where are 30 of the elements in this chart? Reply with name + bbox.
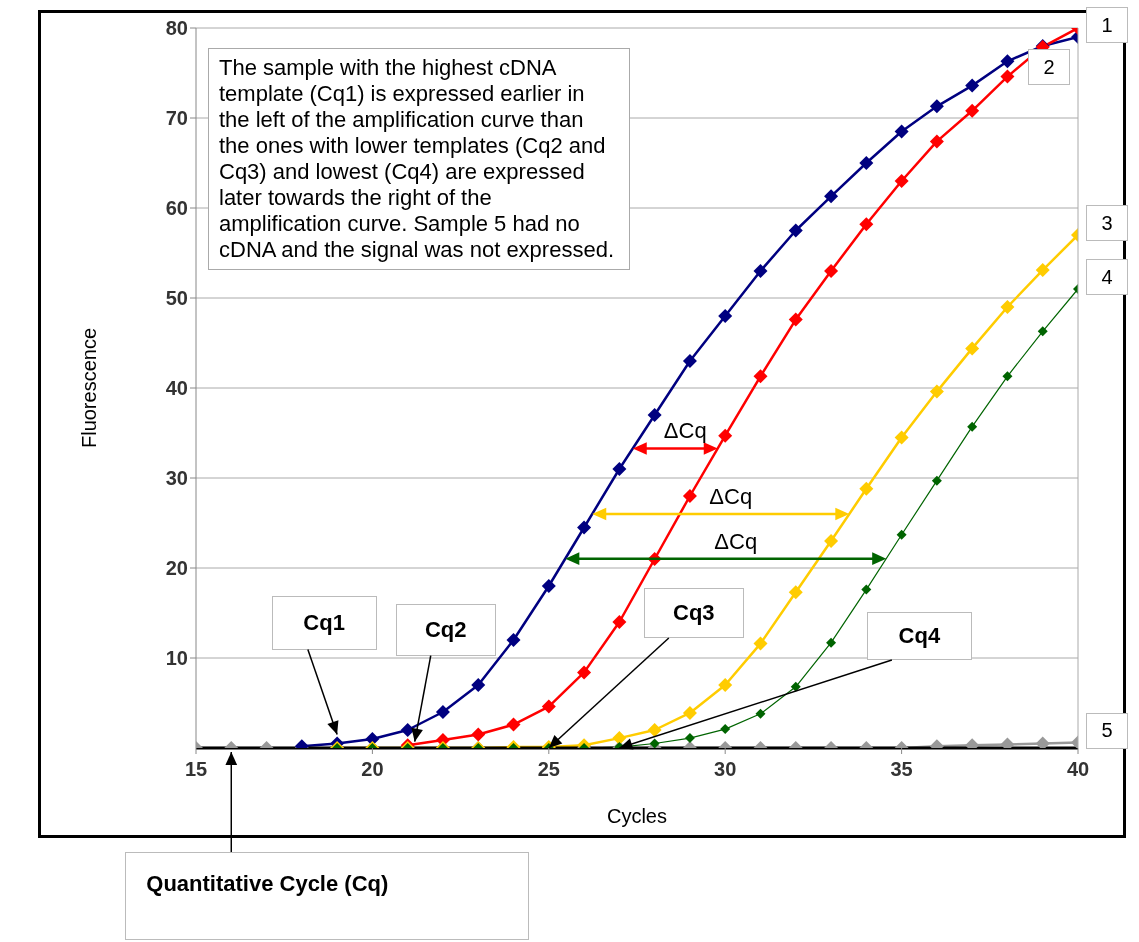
annotation: Cq1 xyxy=(271,595,377,650)
x-tick-label: 25 xyxy=(537,758,560,781)
y-tick-label: 40 xyxy=(165,377,188,400)
series-label: 5 xyxy=(1086,712,1128,749)
annotation: ΔCq xyxy=(714,528,758,554)
series-label: 1 xyxy=(1086,7,1128,43)
y-tick-label: 80 xyxy=(165,17,188,40)
series-label: 4 xyxy=(1086,259,1128,295)
y-tick-label: 10 xyxy=(165,647,188,670)
x-axis-title: Cycles xyxy=(606,805,668,827)
y-tick-label: 50 xyxy=(165,287,188,310)
annotation: ΔCq xyxy=(709,484,753,509)
y-tick-label: 30 xyxy=(165,467,188,490)
series-label: 3 xyxy=(1086,205,1128,241)
y-axis-title: Fluorescence xyxy=(78,327,100,449)
y-tick-label: 70 xyxy=(165,107,188,130)
x-tick-label: 20 xyxy=(361,758,384,781)
y-tick-label: 60 xyxy=(165,197,188,220)
annotation: The sample with the highest cDNA template (Cq1) is expressed earlier in the left of the amplification curve than the ones with lower templates (Cq2 and Cq3) and lowest (Cq4) are expressed later towards the right of the amplification curve. Sample 5 had no cDNA and the signal was not expressed. xyxy=(208,48,630,270)
x-tick-label: 40 xyxy=(1066,758,1090,781)
x-tick-label: 30 xyxy=(714,758,737,781)
annotation: Cq3 xyxy=(643,588,744,638)
annotation: Cq4 xyxy=(866,612,972,660)
x-tick-label: 15 xyxy=(184,758,208,781)
x-tick-label: 35 xyxy=(890,758,913,781)
annotation: ΔCq xyxy=(663,418,707,444)
y-tick-label: 20 xyxy=(165,557,188,580)
annotation: Quantitative Cycle (Cq) xyxy=(125,852,530,940)
series-label: 2 xyxy=(1028,49,1070,85)
annotation: Cq2 xyxy=(395,603,496,656)
